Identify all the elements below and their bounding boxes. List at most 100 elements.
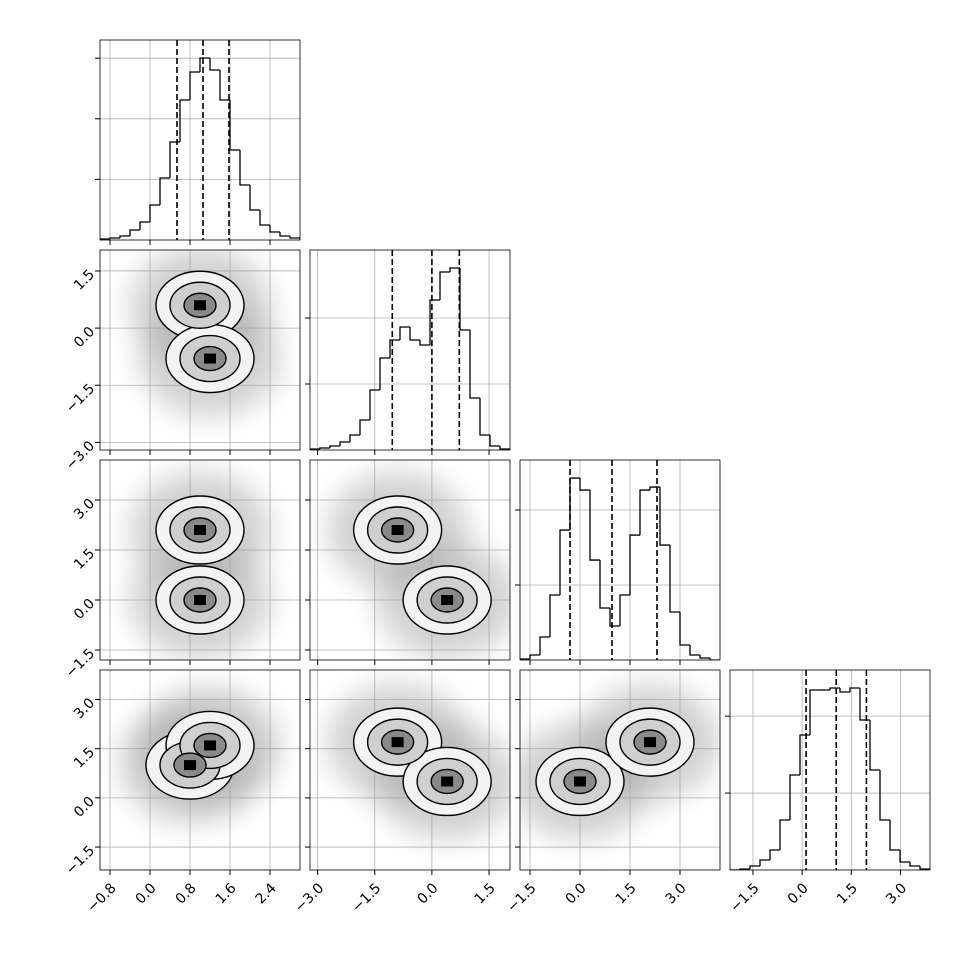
y-tick-label: 3.0	[71, 695, 98, 722]
panel-body	[730, 670, 930, 870]
histogram-bin	[129, 229, 140, 236]
histogram-bin	[799, 734, 810, 775]
histogram-bin	[149, 204, 160, 222]
density-peak	[574, 776, 586, 787]
density-peak	[204, 740, 216, 751]
histogram-bin	[289, 236, 300, 240]
histogram-bin	[119, 235, 130, 238]
panel	[305, 459, 511, 665]
panel: −3.0 −1.5 0.0 1.5	[292, 669, 511, 916]
x-tick-label: 1.5	[613, 880, 640, 907]
y-tick-label: −3.0	[63, 438, 98, 473]
y-tick-label: −1.5	[63, 646, 98, 681]
histogram-bin	[919, 866, 930, 870]
panel	[95, 39, 301, 245]
y-tick-label: 3.0	[71, 496, 98, 523]
histogram-bin	[849, 687, 860, 692]
y-tick-label: −1.5	[63, 843, 98, 878]
density-peak	[184, 760, 196, 771]
histogram-bin	[439, 271, 450, 300]
histogram-bin	[479, 397, 490, 436]
histogram-bin	[619, 594, 630, 627]
histogram-bin	[869, 720, 880, 771]
histogram-bin	[639, 489, 650, 536]
histogram-bin	[409, 326, 420, 341]
histogram-bin	[659, 487, 670, 546]
panel: −1.5 0.0 1.5 3.0	[725, 669, 931, 916]
panel	[515, 459, 721, 665]
histogram-bin	[100, 238, 110, 240]
histogram-bin	[779, 819, 790, 850]
histogram-bin	[699, 654, 710, 659]
y-tick-label: 1.5	[71, 267, 98, 294]
histogram-bin	[379, 357, 390, 390]
density-peak	[194, 525, 206, 535]
histogram-bin	[179, 99, 190, 142]
histogram-bin	[310, 448, 320, 450]
x-tick-label: −3.0	[292, 880, 327, 915]
panel-frame	[309, 249, 511, 451]
x-tick-label: −1.5	[349, 880, 384, 915]
x-tick-label: −1.5	[727, 880, 762, 915]
histogram-bin	[569, 477, 580, 531]
panel-body	[520, 460, 720, 660]
panel-body	[100, 250, 300, 450]
y-tick-label: 0.0	[71, 324, 98, 351]
x-tick-label: 0.0	[133, 880, 160, 907]
histogram-bin	[349, 434, 360, 443]
histogram-bin	[329, 445, 340, 449]
panel-frame	[99, 459, 301, 661]
histogram-bin	[249, 184, 260, 211]
panel	[305, 249, 511, 455]
histogram-bin	[559, 529, 570, 595]
density-peak	[441, 776, 454, 787]
histogram-bin	[489, 435, 500, 447]
panel-body	[100, 40, 300, 240]
histogram-bin	[899, 850, 910, 863]
histogram-bin	[520, 658, 530, 660]
histogram-bin	[879, 770, 890, 821]
y-tick-label: −1.5	[63, 381, 98, 416]
density-peak	[204, 353, 216, 364]
histogram-bin	[629, 534, 640, 595]
x-tick-label: −1.5	[504, 880, 539, 915]
panel: −1.5 0.0 1.5 3.0	[63, 459, 301, 681]
histogram-bin	[279, 232, 290, 237]
histogram-bin	[839, 688, 850, 693]
panel-frame	[519, 669, 721, 871]
histogram-bin	[859, 688, 870, 721]
density-peak	[194, 300, 206, 311]
histogram-bin	[139, 221, 150, 230]
histogram-bin	[449, 267, 460, 272]
panel-body	[310, 460, 510, 660]
histogram-bin	[239, 150, 250, 186]
histogram-bin	[199, 57, 210, 72]
x-tick-label: −0.8	[84, 880, 119, 915]
histogram-bin	[909, 862, 920, 867]
x-tick-label: 3.0	[663, 880, 690, 907]
histogram-bin	[769, 849, 780, 860]
panel-frame	[99, 669, 301, 871]
x-tick-label: 2.4	[253, 880, 280, 907]
histogram-bin	[229, 100, 240, 151]
histogram-bin	[599, 560, 610, 609]
histogram-bin	[689, 645, 700, 656]
panel-frame	[309, 459, 511, 661]
histogram-bin	[529, 654, 540, 660]
x-tick-label: 3.0	[883, 880, 910, 907]
histogram-bin	[429, 299, 440, 345]
panel-frame	[309, 669, 511, 871]
density-peak	[194, 595, 206, 605]
histogram-bin	[549, 594, 560, 637]
panel: −0.8 0.0 0.8 1.6 2.4 −1.5 0.0 1.5 3.0	[63, 669, 301, 916]
x-tick-label: 1.5	[834, 880, 861, 907]
x-tick-label: 0.0	[563, 880, 590, 907]
histogram-bin	[189, 71, 200, 100]
density-peak	[391, 737, 404, 748]
histogram-bin	[339, 441, 350, 446]
histogram-bin	[829, 687, 840, 690]
y-tick-label: 1.5	[71, 744, 98, 771]
histogram-bin	[169, 141, 180, 178]
panel: −1.5 0.0 1.5 3.0	[504, 669, 721, 916]
histogram-bin	[649, 486, 660, 491]
